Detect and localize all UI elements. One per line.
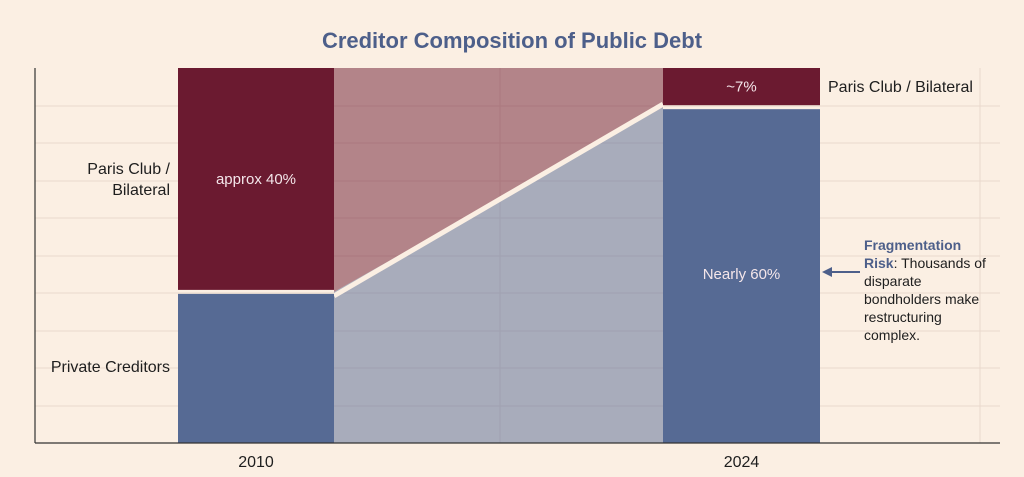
annotation-arrow [822, 267, 860, 277]
bar [663, 68, 820, 106]
chart-title: Creditor Composition of Public Debt [322, 28, 703, 53]
annotation: Fragmentation Risk: Thousands of dispara… [864, 236, 996, 344]
annotation-text: : Thousands of disparate bondholders mak… [864, 255, 986, 343]
data-label: ~7% [726, 79, 756, 96]
series-label: Private Creditors [50, 358, 170, 376]
bar [178, 293, 334, 443]
data-label: approx 40% [216, 171, 296, 188]
x-tick-label: 2024 [724, 454, 760, 471]
x-tick-label: 2010 [238, 454, 274, 471]
annotation-title: Fragmentation Risk [864, 237, 962, 271]
bar [663, 109, 820, 443]
area-divider [332, 102, 665, 299]
area [334, 107, 663, 443]
area [334, 68, 663, 292]
series-label: Paris Club / Bilateral [828, 79, 973, 97]
data-label: Nearly 60% [703, 266, 781, 283]
bar [178, 68, 334, 290]
series-label: Paris Club / Bilateral [87, 160, 170, 199]
